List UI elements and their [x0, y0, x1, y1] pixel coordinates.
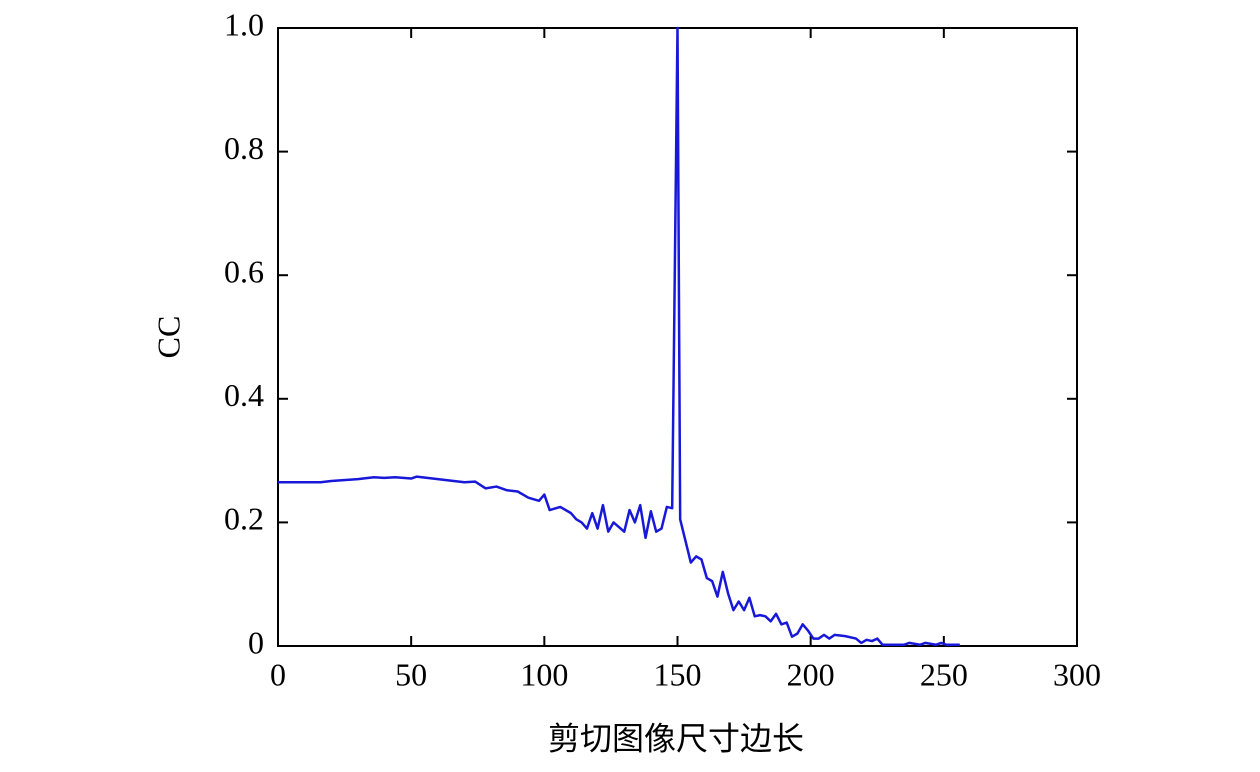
x-tick-label: 100 — [520, 656, 568, 692]
y-tick-label: 0 — [248, 624, 264, 660]
x-tick-label: 150 — [654, 656, 702, 692]
x-tick-label: 200 — [787, 656, 835, 692]
y-tick-label: 0.6 — [224, 254, 264, 290]
x-tick-label: 300 — [1053, 656, 1101, 692]
x-tick-label: 0 — [270, 656, 286, 692]
x-tick-label: 250 — [920, 656, 968, 692]
y-axis-label: CC — [150, 316, 186, 359]
y-tick-label: 0.8 — [224, 130, 264, 166]
y-tick-label: 0.4 — [224, 377, 264, 413]
x-tick-label: 50 — [395, 656, 427, 692]
data-line — [278, 26, 960, 647]
y-tick-label: 0.2 — [224, 501, 264, 537]
x-axis-label: 剪切图像尺寸边长 — [548, 720, 804, 756]
y-tick-label: 1.0 — [224, 6, 264, 42]
